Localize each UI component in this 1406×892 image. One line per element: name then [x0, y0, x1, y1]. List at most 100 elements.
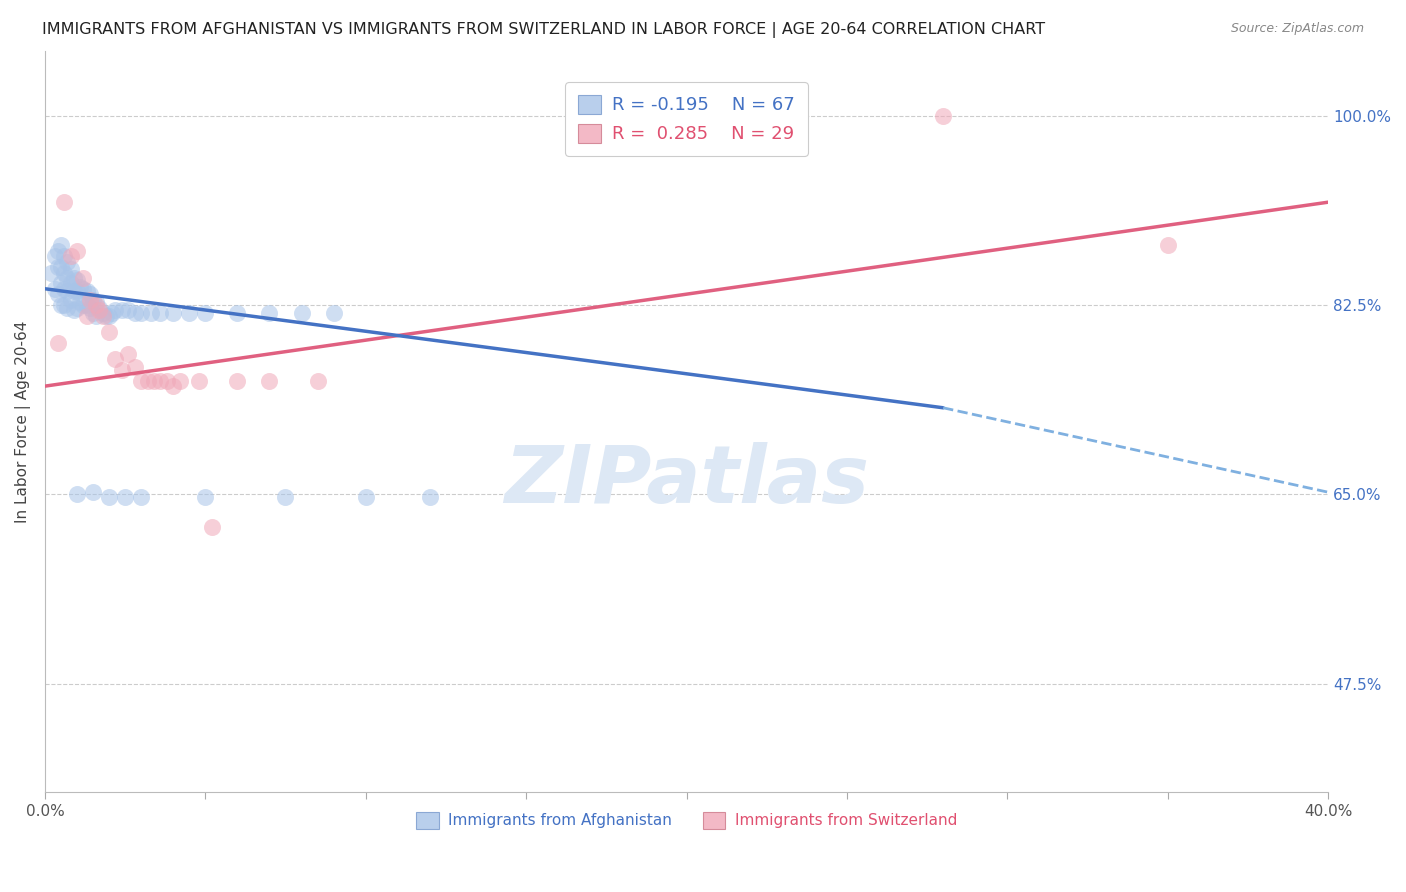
Point: [101, 305, 124, 319]
Point: [274, 490, 297, 504]
Point: [84, 294, 107, 309]
Point: [66, 284, 89, 298]
Point: [82, 305, 104, 319]
Point: [290, 305, 312, 319]
Point: [89, 303, 111, 318]
Point: [1157, 238, 1180, 252]
Point: [46, 335, 69, 350]
Point: [259, 374, 281, 388]
Point: [82, 485, 104, 500]
Point: [56, 301, 79, 316]
Point: [84, 298, 107, 312]
Point: [98, 325, 121, 339]
Point: [59, 277, 82, 291]
Point: [162, 379, 184, 393]
Y-axis label: In Labor Force | Age 20-64: In Labor Force | Age 20-64: [15, 320, 31, 523]
Point: [79, 301, 101, 316]
Point: [129, 490, 152, 504]
Point: [104, 303, 127, 318]
Point: [111, 303, 134, 318]
Point: [62, 303, 84, 318]
Point: [66, 273, 89, 287]
Text: Source: ZipAtlas.com: Source: ZipAtlas.com: [1230, 22, 1364, 36]
Point: [117, 347, 139, 361]
Point: [62, 284, 84, 298]
Point: [98, 309, 121, 323]
Point: [187, 374, 209, 388]
Point: [59, 262, 82, 277]
Point: [76, 309, 98, 323]
Point: [72, 282, 94, 296]
Point: [72, 271, 94, 285]
Point: [46, 260, 69, 274]
Point: [94, 309, 117, 323]
Point: [259, 305, 281, 319]
Point: [419, 490, 441, 504]
Point: [91, 305, 114, 319]
Point: [104, 352, 127, 367]
Point: [66, 301, 89, 316]
Point: [226, 374, 249, 388]
Point: [49, 277, 72, 291]
Point: [129, 305, 152, 319]
Point: [39, 266, 62, 280]
Point: [53, 282, 76, 296]
Point: [129, 374, 152, 388]
Point: [932, 109, 955, 123]
Point: [201, 520, 224, 534]
Point: [307, 374, 329, 388]
Point: [156, 374, 179, 388]
Point: [226, 305, 249, 319]
Point: [139, 305, 162, 319]
Point: [136, 374, 159, 388]
Point: [56, 271, 79, 285]
Point: [56, 254, 79, 268]
Point: [49, 260, 72, 274]
Point: [59, 293, 82, 307]
Point: [98, 490, 121, 504]
Point: [124, 305, 146, 319]
Point: [179, 305, 201, 319]
Point: [194, 305, 217, 319]
Legend: Immigrants from Afghanistan, Immigrants from Switzerland: Immigrants from Afghanistan, Immigrants …: [408, 805, 965, 836]
Point: [82, 293, 104, 307]
Point: [53, 195, 76, 210]
Point: [69, 294, 91, 309]
Text: IMMIGRANTS FROM AFGHANISTAN VS IMMIGRANTS FROM SWITZERLAND IN LABOR FORCE | AGE : IMMIGRANTS FROM AFGHANISTAN VS IMMIGRANT…: [42, 22, 1045, 38]
Point: [53, 249, 76, 263]
Point: [56, 284, 79, 298]
Point: [124, 359, 146, 374]
Point: [66, 487, 89, 501]
Point: [89, 301, 111, 316]
Point: [194, 490, 217, 504]
Point: [84, 309, 107, 323]
Point: [49, 238, 72, 252]
Point: [79, 293, 101, 307]
Point: [354, 490, 377, 504]
Point: [46, 287, 69, 301]
Point: [46, 244, 69, 258]
Point: [117, 303, 139, 318]
Point: [66, 244, 89, 258]
Point: [149, 305, 172, 319]
Point: [59, 249, 82, 263]
Point: [143, 374, 166, 388]
Point: [44, 282, 66, 296]
Point: [169, 374, 191, 388]
Point: [322, 305, 344, 319]
Point: [76, 284, 98, 298]
Point: [114, 490, 136, 504]
Point: [149, 374, 172, 388]
Point: [76, 298, 98, 312]
Point: [44, 249, 66, 263]
Point: [111, 363, 134, 377]
Point: [53, 266, 76, 280]
Point: [162, 305, 184, 319]
Point: [62, 271, 84, 285]
Point: [49, 298, 72, 312]
Point: [79, 287, 101, 301]
Text: ZIPatlas: ZIPatlas: [503, 442, 869, 520]
Point: [53, 298, 76, 312]
Point: [72, 298, 94, 312]
Point: [69, 279, 91, 293]
